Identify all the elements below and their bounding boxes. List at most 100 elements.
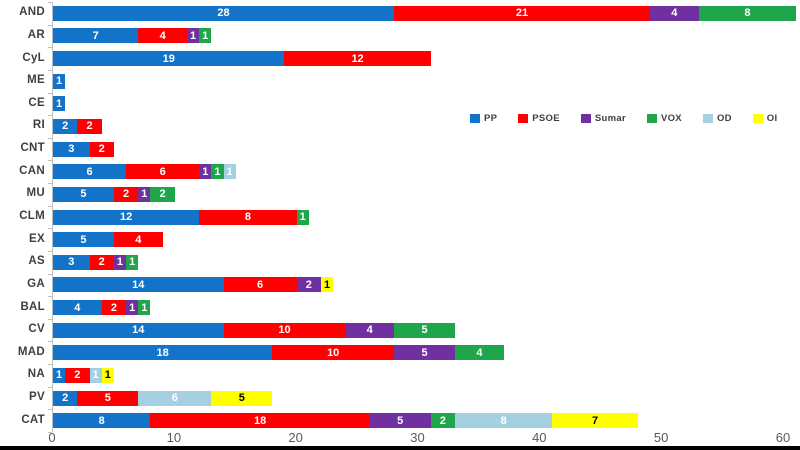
bar-segment-oi: 5 [211,390,273,406]
bar-row: 1 [53,73,66,89]
bar-segment-psoe: 18 [150,413,370,429]
legend-item-od: OD [702,113,732,124]
bar-segment-sumar: 5 [394,345,456,361]
bar-segment-sumar: 1 [126,300,139,316]
y-axis-tick [48,115,52,117]
category-label: GA [27,277,45,290]
bar-segment-vox: 1 [296,209,309,225]
legend-swatch-pp [470,114,480,123]
legend-label: OI [766,113,778,124]
bar-segment-psoe: 21 [394,5,650,21]
legend-swatch-oi [752,114,763,123]
y-axis-tick [48,24,52,26]
bar-segment-vox: 2 [430,413,455,429]
bar-segment-psoe: 2 [77,118,102,134]
legend-label: VOX [660,113,682,124]
bar-segment-pp: 1 [53,96,66,112]
y-axis-tick [48,250,52,252]
y-axis-tick [48,318,52,320]
bar-segment-sumar: 4 [649,5,699,21]
bar-segment-pp: 4 [53,300,102,316]
bar-segment-sumar: 1 [199,164,212,180]
y-axis-tick [48,183,52,185]
category-label: CV [28,323,45,336]
x-axis-label: 40 [532,430,547,445]
bar-segment-psoe: 2 [101,300,127,316]
legend-label: Sumar [594,113,626,124]
y-axis-tick [48,432,52,433]
bar-segment-psoe: 12 [284,51,431,67]
legend-swatch-od [702,114,713,123]
y-axis-tick [48,228,52,230]
bar-segment-pp: 14 [53,277,224,293]
bar-segment-od: 1 [223,164,236,180]
bar-segment-pp: 14 [53,322,224,338]
x-axis-label: 20 [288,430,303,445]
category-label: MAD [17,345,45,358]
bar-segment-psoe: 2 [113,186,139,202]
bar-segment-sumar: 2 [296,277,321,293]
legend-item-psoe: PSOE [518,113,560,124]
bar-segment-pp: 18 [53,345,273,361]
category-label: CAN [19,164,45,177]
bar-row: 12 8 1 [53,209,309,225]
bar-segment-sumar: 4 [345,322,395,338]
x-axis-label: 30 [410,430,425,445]
category-label: NA [27,368,45,381]
y-axis-tick [48,296,52,298]
bar-row: 14 10 4 5 [53,322,455,338]
category-label: MU [26,187,45,200]
x-axis-label: 60 [775,430,791,445]
bar-segment-psoe: 8 [199,209,297,225]
category-label: RI [32,119,45,132]
bar-segment-psoe: 10 [272,345,395,361]
legend-label: OD [716,113,732,124]
legend-swatch-sumar [580,114,591,123]
bar-segment-od: 6 [138,390,212,406]
bar-segment-vox: 8 [698,5,797,21]
bar-segment-psoe: 4 [113,232,163,248]
legend-item-vox: VOX [646,113,682,124]
x-axis-label: 0 [48,430,56,445]
category-label: CE [28,96,45,109]
bar-segment-psoe: 4 [138,28,187,44]
bar-segment-oi: 1 [321,277,334,293]
bar-segment-od: 1 [89,367,102,383]
bar-row: 8 18 5 2 8 7 [53,413,638,429]
bar-segment-pp: 2 [53,390,78,406]
bar-segment-pp: 5 [53,232,114,248]
x-axis-label: 50 [653,430,669,445]
bar-segment-sumar: 5 [369,413,431,429]
category-label: AS [28,255,45,268]
bar-segment-od: 8 [455,413,553,429]
y-axis-tick [48,47,52,49]
category-label: CyL [22,51,45,64]
bar-segment-pp: 1 [53,367,66,383]
bar-segment-pp: 1 [53,73,66,89]
legend-item-pp: PP [470,113,497,124]
category-label: CNT [20,142,45,155]
bar-segment-vox: 2 [150,186,175,202]
category-label: BAL [20,300,45,313]
category-label: CLM [19,210,45,222]
y-axis-tick [48,409,52,411]
bar-segment-oi: 7 [552,413,638,429]
bar-segment-oi: 1 [101,367,114,383]
legend-swatch-vox [646,114,657,123]
bar-segment-psoe: 2 [89,141,114,157]
legend-label: PSOE [532,113,560,124]
category-label: AR [27,28,45,41]
bar-row: 14 6 2 1 [53,277,334,293]
bar-segment-psoe: 5 [77,390,139,406]
category-label: CAT [21,413,45,426]
category-label: ME [27,74,45,87]
bar-segment-psoe: 2 [65,367,90,383]
bar-segment-psoe: 2 [89,254,114,270]
